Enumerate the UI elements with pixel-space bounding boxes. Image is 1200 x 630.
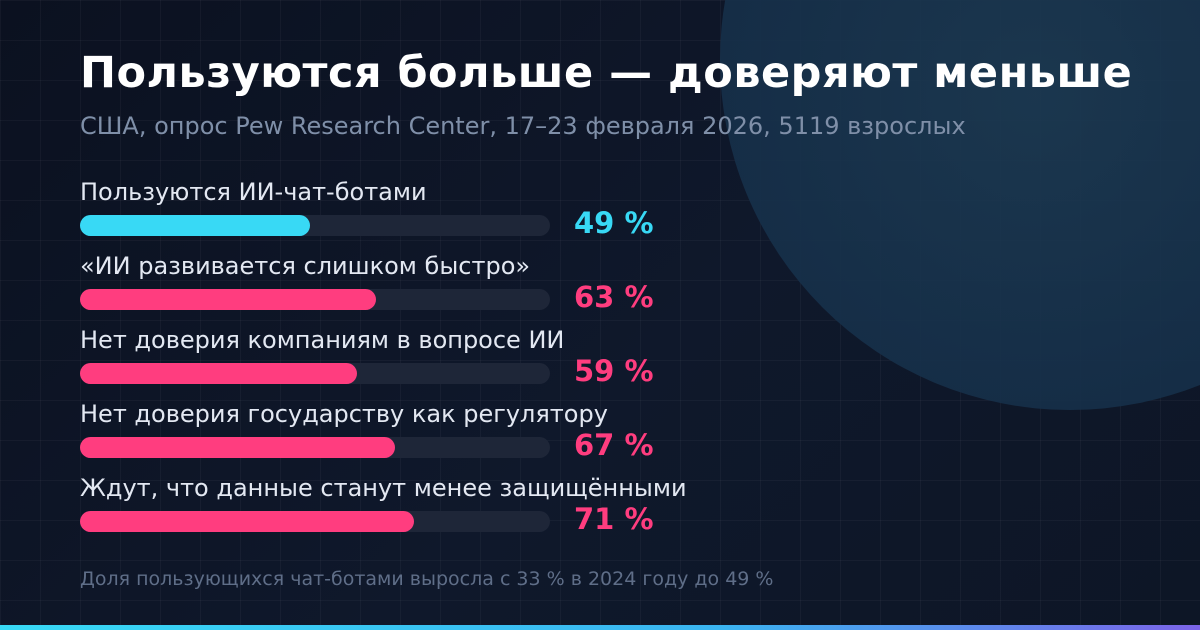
bar-label: Ждут, что данные станут менее защищённым… xyxy=(80,474,687,502)
bar-label: Нет доверия государству как регулятору xyxy=(80,400,608,428)
bar-row: Нет доверия государству как регулятору 6… xyxy=(80,400,720,474)
bottom-accent-line xyxy=(0,625,1200,630)
bar-value-label: 59 % xyxy=(574,354,654,388)
bar-value-label: 71 % xyxy=(574,502,654,536)
bar-row: Нет доверия компаниям в вопросе ИИ 59 % xyxy=(80,326,720,400)
bar xyxy=(80,215,311,236)
bar-row: Пользуются ИИ-чат-ботами 49 % xyxy=(80,178,720,252)
bar-track xyxy=(80,215,550,236)
bar-label: Нет доверия компаниям в вопросе ИИ xyxy=(80,326,565,354)
bar-row: Ждут, что данные станут менее защищённым… xyxy=(80,474,720,548)
page-subtitle: США, опрос Pew Research Center, 17–23 фе… xyxy=(80,112,966,140)
bar-label: «ИИ развивается слишком быстро» xyxy=(80,252,531,280)
bar-track xyxy=(80,511,550,532)
bar-value-label: 67 % xyxy=(574,428,654,462)
bar-value-label: 63 % xyxy=(574,280,654,314)
bar xyxy=(80,437,395,458)
page-title: Пользуются больше — доверяют меньше xyxy=(80,48,1133,98)
bar-value-label: 49 % xyxy=(574,206,654,240)
bar-track xyxy=(80,437,550,458)
bar xyxy=(80,511,414,532)
bar-chart: Пользуются ИИ-чат-ботами 49 % «ИИ развив… xyxy=(80,178,720,548)
bar xyxy=(80,363,358,384)
bar-label: Пользуются ИИ-чат-ботами xyxy=(80,178,427,206)
bar-row: «ИИ развивается слишком быстро» 63 % xyxy=(80,252,720,326)
bar-track xyxy=(80,289,550,310)
bar xyxy=(80,289,377,310)
footnote: Доля пользующихся чат-ботами выросла с 3… xyxy=(80,568,774,590)
bar-track xyxy=(80,363,550,384)
